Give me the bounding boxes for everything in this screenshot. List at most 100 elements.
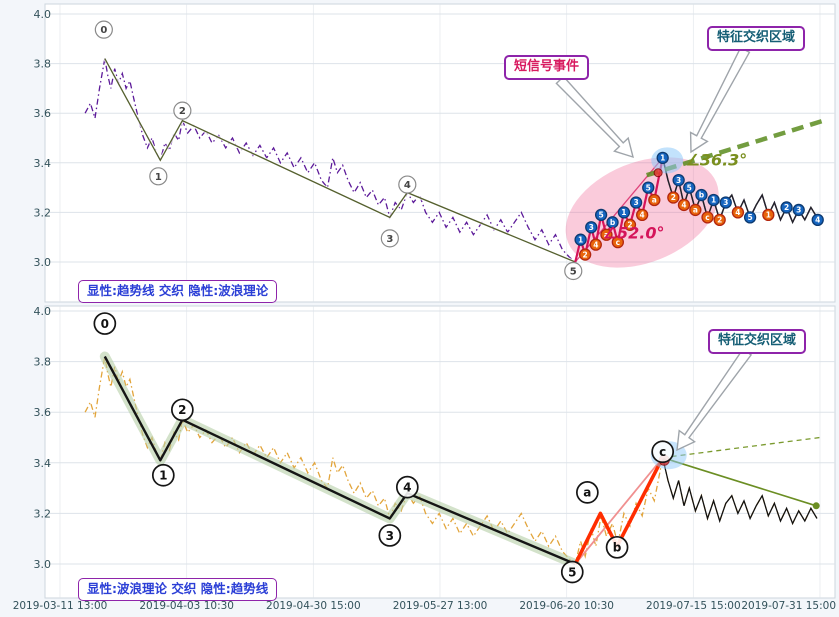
subwave-marker <box>677 198 691 212</box>
subwave-marker <box>792 203 805 217</box>
abc-circle <box>651 440 675 464</box>
svg-text:c: c <box>705 213 709 222</box>
svg-text:5: 5 <box>599 211 604 220</box>
subwave-marker <box>695 188 708 202</box>
svg-text:3.6: 3.6 <box>34 406 52 419</box>
svg-text:4: 4 <box>404 180 411 191</box>
svg-text:2: 2 <box>717 216 722 225</box>
svg-text:c: c <box>659 445 666 459</box>
svg-text:3: 3 <box>676 176 681 185</box>
svg-text:2019-03-11 13:00: 2019-03-11 13:00 <box>13 600 108 612</box>
svg-text:4: 4 <box>593 240 598 249</box>
bottom-post-c-zigzag <box>662 457 818 526</box>
svg-text:4: 4 <box>735 208 740 217</box>
svg-text:3: 3 <box>796 206 801 215</box>
bottom-abc-circles: a b c <box>576 440 675 559</box>
svg-text:b: b <box>610 218 616 227</box>
angle-label-1: ∠36.3° <box>685 150 747 169</box>
top-c-red-dot <box>653 168 663 178</box>
subwave-marker <box>780 201 793 214</box>
subwave-marker <box>707 193 720 207</box>
svg-text:3.2: 3.2 <box>34 206 52 219</box>
subwave-marker <box>719 196 732 209</box>
bottom-olive-line <box>662 456 820 510</box>
subwave-marker <box>589 238 602 251</box>
svg-text:a: a <box>583 486 591 500</box>
bottom-wave-number-circles: 0 1 2 3 4 5 <box>93 312 584 584</box>
subwave-marker <box>642 181 655 194</box>
bottom-y-axis-labels: 4.0 3.8 3.6 3.4 3.2 3.0 <box>34 305 52 571</box>
svg-text:3.8: 3.8 <box>34 58 52 71</box>
subwave-marker <box>606 216 619 229</box>
svg-text:2: 2 <box>178 403 186 417</box>
svg-text:2: 2 <box>179 106 186 117</box>
annotation-feature-region-bottom: 特征交织区域 <box>708 329 807 355</box>
subwave-marker <box>656 151 669 164</box>
subwave-marker <box>689 203 702 217</box>
legend-top: 显性:趋势线 交织 隐性:波浪理论 <box>78 280 278 303</box>
svg-text:2019-07-15 15:00: 2019-07-15 15:00 <box>646 600 741 612</box>
svg-text:3: 3 <box>723 198 728 207</box>
wave-number-circle <box>380 229 399 248</box>
bottom-red-impulse <box>573 456 665 565</box>
wave-number-circle <box>564 261 583 281</box>
svg-text:4.0: 4.0 <box>34 305 52 318</box>
svg-text:a: a <box>604 230 609 239</box>
svg-text:2: 2 <box>583 250 588 259</box>
wave-number-circle <box>395 475 419 499</box>
subwave-marker <box>762 208 775 222</box>
svg-text:2019-04-30 15:00: 2019-04-30 15:00 <box>266 600 361 612</box>
svg-text:2019-04-03 10:30: 2019-04-03 10:30 <box>139 600 234 612</box>
svg-text:3.4: 3.4 <box>34 457 52 470</box>
svg-text:3: 3 <box>386 234 393 245</box>
svg-text:5: 5 <box>646 183 651 192</box>
svg-text:3: 3 <box>633 198 638 207</box>
svg-text:5: 5 <box>568 565 576 579</box>
subwave-marker <box>648 193 661 207</box>
wave-number-circle <box>560 560 584 584</box>
svg-text:0: 0 <box>101 317 109 331</box>
svg-text:b: b <box>613 541 622 555</box>
top-red-zigzag <box>574 157 664 263</box>
svg-text:2: 2 <box>784 203 789 212</box>
svg-text:2019-07-31 15:00: 2019-07-31 15:00 <box>741 600 836 612</box>
svg-text:3.0: 3.0 <box>34 558 52 571</box>
bottom-5c-trendline <box>574 457 664 565</box>
svg-text:5: 5 <box>570 267 577 278</box>
angle-label-0: ∠52.0° <box>603 223 665 242</box>
svg-text:1: 1 <box>155 172 162 183</box>
wave-number-circle <box>151 463 175 487</box>
subwave-marker <box>594 208 608 222</box>
wave-number-circle <box>94 20 113 39</box>
wave-number-circle <box>173 101 192 120</box>
subwave-marker <box>623 218 637 231</box>
svg-text:b: b <box>699 191 705 200</box>
subwave-marker <box>713 213 726 226</box>
svg-text:2019-06-20 10:30: 2019-06-20 10:30 <box>519 600 614 612</box>
svg-text:3.0: 3.0 <box>34 256 52 269</box>
svg-text:1: 1 <box>621 208 626 217</box>
svg-text:c: c <box>616 238 620 247</box>
svg-text:a: a <box>652 196 657 205</box>
svg-text:1: 1 <box>660 154 665 163</box>
svg-text:2019-05-27 13:00: 2019-05-27 13:00 <box>393 600 488 612</box>
abc-circle <box>605 535 629 559</box>
legend-bottom: 显性:波浪理论 交织 隐性:趋势线 <box>78 578 278 601</box>
bottom-gridlines <box>45 306 835 598</box>
subwave-marker <box>683 181 696 194</box>
bottom-annotation-arrow-0 <box>676 348 753 452</box>
wave-number-circle <box>378 524 402 547</box>
svg-text:3.2: 3.2 <box>34 507 52 520</box>
subwave-marker <box>600 228 613 241</box>
annotation-short-signal-event: 短信号事件 <box>504 55 590 81</box>
svg-text:3: 3 <box>386 529 394 543</box>
svg-text:4: 4 <box>640 211 645 220</box>
subwave-marker <box>611 236 624 249</box>
svg-text:1: 1 <box>711 196 716 205</box>
annotation-feature-region-top: 特征交织区域 <box>707 26 806 52</box>
top-annotation-arrow-0 <box>555 75 634 159</box>
svg-text:a: a <box>693 206 698 215</box>
svg-text:3.8: 3.8 <box>34 356 52 369</box>
